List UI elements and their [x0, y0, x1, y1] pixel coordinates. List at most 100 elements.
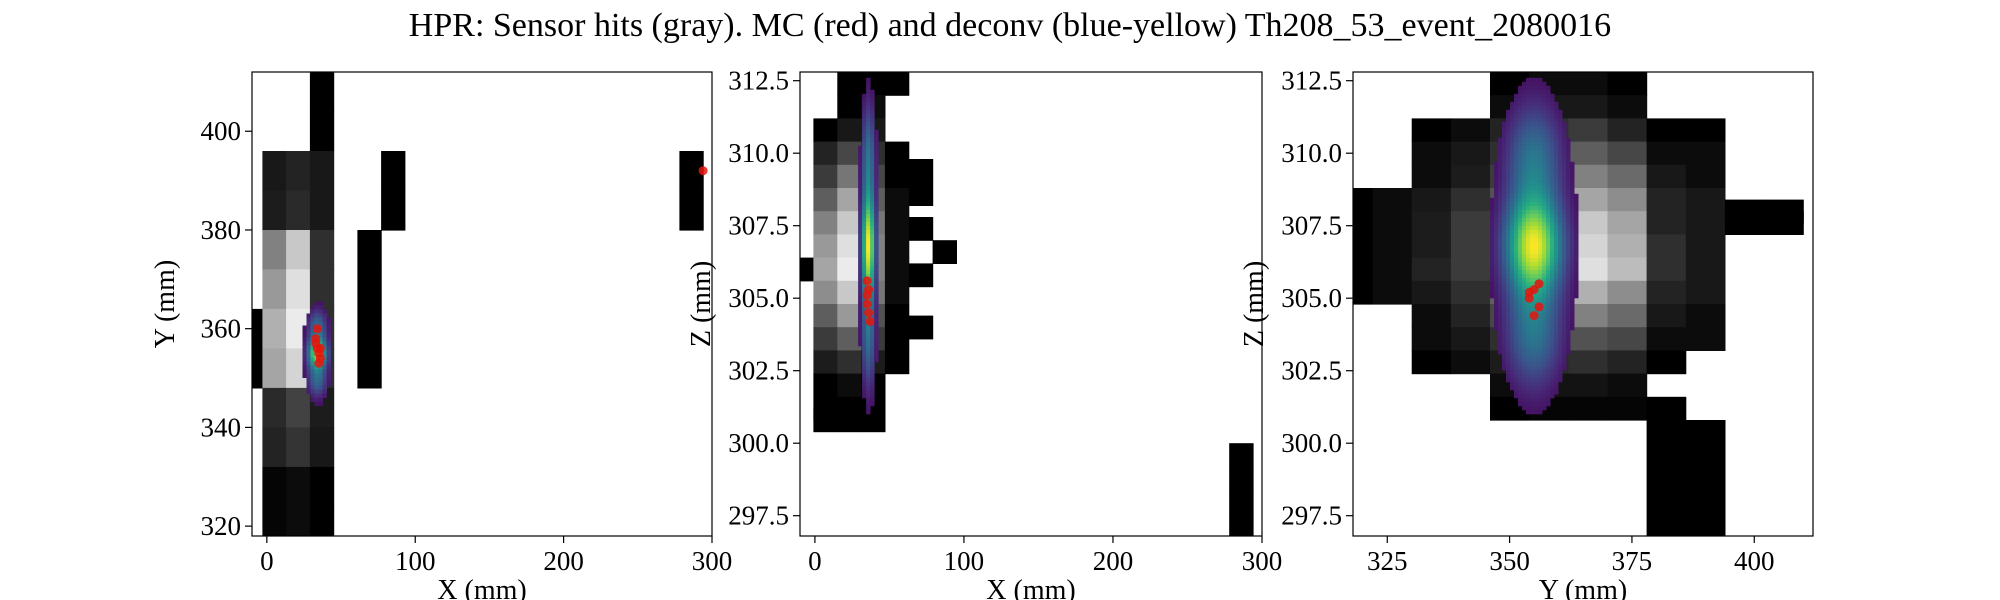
sensor-hit-cell — [884, 164, 910, 189]
deconv-pixel — [1518, 293, 1523, 299]
sensor-hit-cell — [1450, 280, 1491, 305]
deconv-pixel — [862, 205, 867, 211]
deconv-pixel — [858, 281, 863, 287]
deconv-pixel — [870, 113, 875, 119]
deconv-pixel — [1522, 325, 1527, 331]
deconv-pixel — [1558, 257, 1563, 263]
deconv-pixel — [322, 333, 327, 338]
deconv-pixel — [1554, 353, 1559, 359]
sensor-hit-cell — [837, 327, 862, 351]
deconv-pixel — [874, 137, 879, 143]
deconv-pixel — [1498, 217, 1503, 223]
y-tick-label: 302.5 — [1281, 356, 1342, 386]
sensor-hit-cell — [813, 350, 838, 375]
deconv-pixel — [1514, 341, 1519, 347]
sensor-hit-cell — [813, 118, 838, 143]
deconv-pixel — [1558, 157, 1563, 163]
deconv-pixel — [1550, 329, 1555, 335]
deconv-pixel — [858, 333, 863, 339]
deconv-pixel — [1566, 325, 1571, 331]
deconv-pixel — [1554, 121, 1559, 127]
deconv-pixel — [1570, 289, 1575, 295]
deconv-pixel — [858, 177, 863, 183]
deconv-pixel — [1538, 393, 1543, 399]
deconv-pixel — [1530, 217, 1535, 223]
deconv-pixel — [1550, 133, 1555, 139]
deconv-pixel — [1550, 317, 1555, 323]
deconv-pixel — [858, 325, 863, 331]
deconv-pixel — [1518, 297, 1523, 303]
deconv-pixel — [1530, 329, 1535, 335]
deconv-pixel — [1542, 177, 1547, 183]
deconv-pixel — [1502, 205, 1507, 211]
deconv-pixel — [862, 121, 867, 127]
deconv-pixel — [1554, 281, 1559, 287]
deconv-pixel — [1494, 321, 1499, 327]
deconv-pixel — [1562, 333, 1567, 339]
deconv-pixel — [1550, 233, 1555, 239]
deconv-pixel — [1562, 125, 1567, 131]
deconv-pixel — [1526, 233, 1531, 239]
deconv-pixel — [1562, 297, 1567, 303]
deconv-pixel — [858, 289, 863, 295]
deconv-pixel — [1566, 233, 1571, 239]
deconv-pixel — [1558, 153, 1563, 159]
deconv-pixel — [1522, 89, 1527, 95]
deconv-pixel — [1570, 277, 1575, 283]
deconv-pixel — [1542, 209, 1547, 215]
deconv-pixel — [1530, 197, 1535, 203]
deconv-pixel — [858, 233, 863, 239]
deconv-pixel — [1550, 269, 1555, 275]
deconv-pixel — [1546, 193, 1551, 199]
sensor-hit-cell — [309, 466, 335, 507]
deconv-pixel — [1518, 177, 1523, 183]
deconv-pixel — [870, 233, 875, 239]
deconv-pixel — [1502, 249, 1507, 255]
deconv-pixel — [1534, 153, 1539, 159]
deconv-pixel — [1554, 245, 1559, 251]
sensor-hit-cell — [252, 348, 263, 389]
deconv-pixel — [1514, 225, 1519, 231]
deconv-pixel — [1538, 317, 1543, 323]
deconv-pixel — [1546, 273, 1551, 279]
deconv-pixel — [1518, 169, 1523, 175]
deconv-pixel — [870, 121, 875, 127]
deconv-pixel — [302, 337, 307, 342]
deconv-pixel — [1518, 397, 1523, 403]
deconv-pixel — [1550, 285, 1555, 291]
deconv-pixel — [1514, 325, 1519, 331]
deconv-pixel — [1546, 365, 1551, 371]
deconv-pixel — [1522, 245, 1527, 251]
deconv-pixel — [1574, 197, 1579, 203]
deconv-pixel — [306, 337, 311, 342]
deconv-pixel — [1542, 265, 1547, 271]
deconv-pixel — [862, 361, 867, 367]
deconv-pixel — [1542, 241, 1547, 247]
deconv-pixel — [1522, 81, 1527, 87]
deconv-pixel — [1510, 149, 1515, 155]
sensor-hit-cell — [1607, 257, 1648, 282]
deconv-pixel — [874, 253, 879, 259]
deconv-pixel — [1562, 269, 1567, 275]
deconv-pixel — [1510, 245, 1515, 251]
deconv-pixel — [1546, 325, 1551, 331]
deconv-pixel — [1546, 165, 1551, 171]
deconv-pixel — [1534, 189, 1539, 195]
deconv-pixel — [302, 325, 307, 330]
deconv-pixel — [1546, 341, 1551, 347]
deconv-pixel — [874, 325, 879, 331]
deconv-pixel — [1534, 353, 1539, 359]
deconv-pixel — [862, 125, 867, 131]
deconv-pixel — [1562, 169, 1567, 175]
sensor-hit-cell — [286, 269, 311, 310]
deconv-pixel — [866, 101, 871, 107]
deconv-pixel — [1522, 97, 1527, 103]
sensor-hit-cell — [837, 304, 862, 328]
deconv-pixel — [1526, 129, 1531, 135]
deconv-pixel — [1530, 301, 1535, 307]
deconv-pixel — [1522, 329, 1527, 335]
deconv-pixel — [1506, 289, 1511, 295]
deconv-pixel — [318, 389, 323, 394]
deconv-pixel — [1550, 189, 1555, 195]
